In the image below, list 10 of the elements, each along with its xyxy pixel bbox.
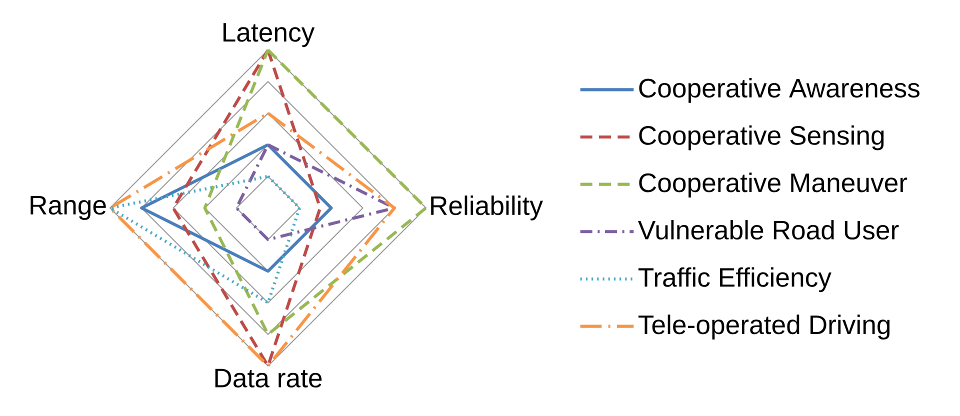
legend-label: Cooperative Maneuver xyxy=(639,172,908,198)
legend-label: Vulnerable Road User xyxy=(638,220,899,240)
legend-label: Cooperative Sensing xyxy=(639,125,884,150)
legend-label: Traffic Efficiency xyxy=(638,267,832,292)
legend-label: Cooperative Awareness xyxy=(639,78,920,103)
legend-label: Tele-operated Driving xyxy=(638,314,890,340)
spoke-label: Latency xyxy=(224,23,315,48)
spoke-label: Data rate xyxy=(215,368,322,388)
spoke-label: Range xyxy=(30,196,106,220)
spoke-label: Reliability xyxy=(431,196,543,220)
